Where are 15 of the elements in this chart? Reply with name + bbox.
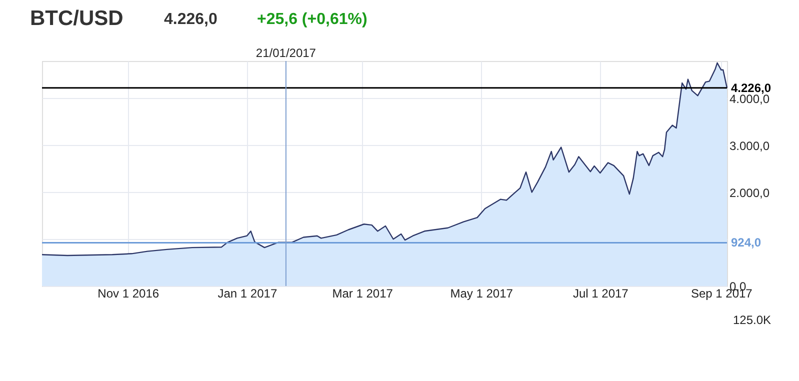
y-tick-label: 2.000,0 xyxy=(730,186,770,200)
x-tick-label: May 1 2017 xyxy=(450,286,514,300)
text: 125.0K xyxy=(733,313,772,327)
x-tick-label: Mar 1 2017 xyxy=(332,286,394,300)
y-tick-label: 4.000,0 xyxy=(730,92,770,106)
ref-line-label: 4.226,0 xyxy=(731,80,772,95)
chart-subtitle: 4.226,0 xyxy=(164,11,218,28)
y-tick-label: 3.000,0 xyxy=(730,138,770,153)
text: +25,6 (+0,61%) xyxy=(257,11,368,28)
x-tick-label: Nov 1 2016 xyxy=(98,286,160,300)
ref-line-label: 924,0 xyxy=(731,236,762,250)
ref-line-label: 21/01/2017 xyxy=(256,46,316,60)
x-tick-label: Jul 1 2017 xyxy=(572,286,629,300)
x-tick-label: Jan 1 2017 xyxy=(218,286,278,300)
chart-title: BTC/USD xyxy=(30,7,124,30)
